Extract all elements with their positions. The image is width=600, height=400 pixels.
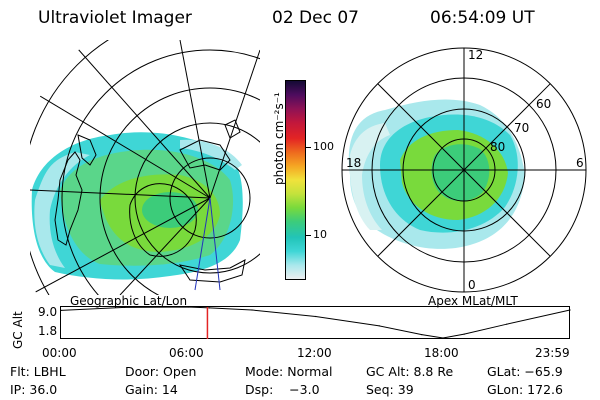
altitude-point: [569, 309, 571, 311]
timeline-xtick-3: 18:00: [424, 346, 459, 360]
polar-aurora-emission: [348, 99, 525, 249]
timeline-frame: [60, 306, 570, 339]
altitude-timeline: [60, 306, 571, 339]
seq-label: Seq: 39: [366, 382, 414, 397]
geo-graticule: [30, 40, 260, 295]
mlt-label-18: 18: [346, 156, 361, 170]
instrument-title: Ultraviolet Imager: [38, 8, 192, 28]
colorbar-tick-100: [306, 147, 311, 148]
altitude-point: [209, 307, 211, 309]
mode-label: Mode: Normal: [245, 364, 333, 379]
lat-label-70: 70: [514, 121, 529, 135]
altitude-curve: [60, 306, 571, 339]
geo-magnetic-lines: [194, 197, 221, 291]
altitude-point: [463, 333, 465, 335]
timeline-ylabel: GC Alt: [11, 311, 25, 349]
colorbar-tick-label-100: 100: [313, 140, 334, 153]
timeline-xtick-4: 23:59: [535, 346, 570, 360]
lat-label-80: 80: [490, 140, 505, 154]
gain-label: Gain: 14: [125, 382, 178, 397]
colorbar-tick-label-10: 10: [313, 228, 327, 241]
gc-alt-label: GC Alt: 8.8 Re: [366, 364, 454, 379]
geo-map-label: Geographic Lat/Lon: [70, 294, 188, 308]
polar-grid: [341, 47, 587, 293]
altitude-point: [187, 306, 189, 308]
colorbar-tick-10: [306, 235, 311, 236]
timeline-xtick-1: 06:00: [169, 346, 204, 360]
timeline-ymax-label: 9.0: [38, 305, 58, 319]
door-label: Door: Open: [125, 364, 197, 379]
timeline-ymin-label: 1.8: [38, 324, 58, 338]
timeline-xtick-2: 12:00: [297, 346, 332, 360]
mlt-label-0: 0: [468, 278, 476, 292]
altitude-point: [60, 309, 62, 311]
colorbar: [285, 80, 306, 280]
mlt-label-12: 12: [468, 48, 483, 62]
altitude-point: [378, 325, 380, 327]
ip-label: IP: 36.0: [10, 382, 58, 397]
glat-label: GLat: −65.9: [487, 364, 563, 379]
filter-label: Flt: LBHL: [10, 364, 66, 379]
time-label: 06:54:09 UT: [430, 8, 535, 28]
colorbar-gradient: [286, 81, 305, 279]
timeline-xtick-0: 00:00: [42, 346, 77, 360]
altitude-point: [124, 306, 126, 308]
geographic-map: [30, 40, 260, 295]
colorbar-label: photon cm⁻²s⁻¹: [272, 92, 286, 185]
polar-plot: 12 18 6 0 60 70 80: [341, 47, 587, 293]
geo-aurora-emission: [31, 132, 243, 280]
dsp-label: Dsp: −3.0: [245, 382, 320, 397]
glon-label: GLon: 172.6: [487, 382, 563, 397]
altitude-point: [421, 334, 423, 336]
altitude-point: [442, 337, 444, 339]
altitude-point: [315, 315, 317, 318]
geo-coastlines: [54, 119, 246, 283]
lat-label-60: 60: [536, 97, 551, 111]
altitude-point: [506, 323, 508, 325]
polar-plot-label: Apex MLat/MLT: [428, 294, 518, 308]
altitude-point: [251, 309, 253, 311]
mlt-label-6: 6: [576, 156, 584, 170]
date-label: 02 Dec 07: [272, 8, 359, 28]
